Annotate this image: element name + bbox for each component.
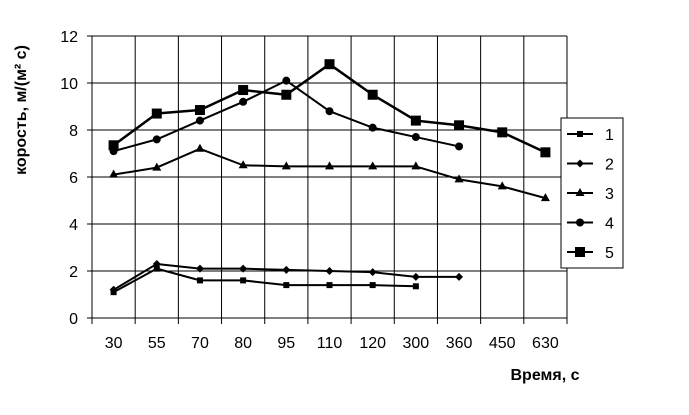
series-point: [195, 143, 205, 152]
series-point: [283, 282, 290, 289]
series-point: [195, 116, 204, 125]
series-point: [196, 277, 203, 284]
legend-label: 1: [605, 127, 614, 144]
series-point: [281, 89, 292, 100]
series-point: [410, 115, 421, 126]
series-point: [238, 85, 249, 96]
plot-area: 0 2 4 6 8 10 12 30 55 70 80 95 110 120 300 360 450 630: [60, 29, 568, 352]
series-point: [411, 272, 420, 281]
series-point: [239, 97, 248, 106]
series-point: [324, 59, 335, 70]
series-point: [576, 159, 584, 168]
legend-label: 2: [605, 157, 614, 174]
series-point: [575, 247, 585, 257]
series-point: [497, 127, 508, 138]
series-point: [325, 161, 334, 170]
legend: 1 2 3 4 5: [560, 117, 624, 269]
series-point: [325, 267, 334, 275]
series-point: [455, 142, 464, 151]
series-point: [239, 264, 248, 273]
x-tick-label: 70: [191, 335, 209, 352]
series-point: [412, 283, 419, 290]
series-point: [455, 272, 464, 281]
series-point: [152, 162, 162, 171]
series-point: [368, 161, 378, 170]
legend-label: 5: [605, 245, 614, 262]
x-tick-label: 55: [148, 335, 166, 352]
series-point: [368, 268, 377, 277]
series-point: [152, 259, 161, 268]
x-tick-label: 300: [403, 335, 430, 352]
series-point: [540, 193, 550, 202]
y-tick-label: 2: [69, 264, 78, 281]
legend-label: 4: [605, 216, 614, 233]
series-point: [576, 218, 584, 227]
series-point: [282, 265, 291, 274]
series-point: [151, 108, 162, 119]
x-tick-label: 630: [532, 335, 559, 352]
series-point: [497, 181, 507, 190]
series-point: [575, 188, 585, 196]
y-tick-label: 12: [60, 29, 78, 46]
series-point: [195, 264, 204, 273]
series-point: [367, 89, 378, 100]
x-tick-label: 95: [277, 335, 295, 352]
y-axis-title: корость, м/(м² с): [13, 45, 30, 175]
series-point: [152, 135, 161, 144]
series-point: [109, 285, 118, 294]
series-point: [326, 282, 333, 289]
series-point: [109, 169, 119, 178]
series-point: [411, 161, 421, 170]
y-tick-label: 10: [60, 76, 78, 93]
series-point: [194, 105, 205, 116]
y-tick-label: 8: [69, 123, 78, 140]
x-tick-label: 120: [359, 335, 386, 352]
x-axis-title: Время, с: [511, 367, 580, 384]
series-point: [540, 147, 551, 158]
series-point: [577, 131, 583, 137]
series-point: [454, 120, 465, 131]
y-tick-label: 4: [69, 217, 78, 234]
series-line: [113, 267, 416, 294]
x-tick-label: 110: [317, 335, 343, 352]
x-tick-label: 360: [446, 335, 473, 352]
series-point: [325, 107, 334, 116]
series-point: [411, 133, 420, 142]
x-tick-label: 80: [234, 335, 252, 352]
series-point: [282, 76, 291, 85]
y-tick-label: 6: [69, 170, 78, 187]
series-point: [240, 277, 247, 284]
x-tick-label: 450: [489, 335, 516, 352]
series-point: [281, 161, 291, 170]
series-point: [238, 160, 248, 169]
series-point: [454, 174, 464, 183]
series-point: [153, 265, 160, 272]
series-point: [108, 140, 119, 151]
legend-label: 3: [605, 186, 614, 203]
series-point: [368, 123, 377, 132]
series-point: [369, 282, 376, 289]
y-tick-label: 0: [69, 311, 78, 328]
x-tick-label: 30: [105, 335, 123, 352]
